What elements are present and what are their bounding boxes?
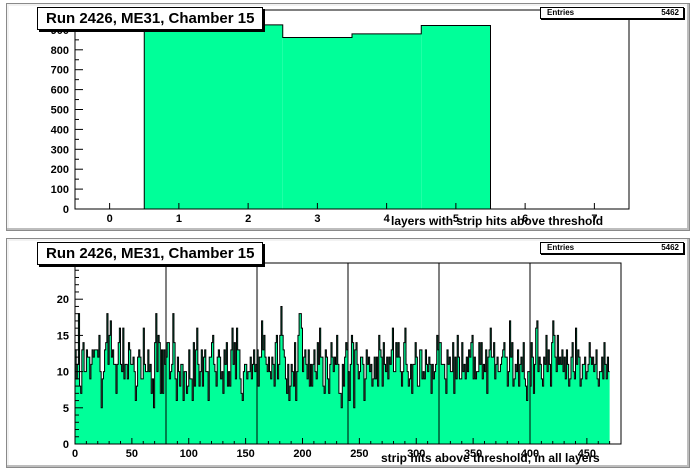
chart-title: Run 2426, ME31, Chamber 15 <box>37 242 264 265</box>
x-tick-label-50: 50 <box>126 448 138 460</box>
x-tick-label-350: 350 <box>464 448 482 460</box>
x-axis-label: layers with strip hits above threshold <box>391 214 604 228</box>
y-tick-label-700: 700 <box>51 65 69 77</box>
x-tick-label-400: 400 <box>521 448 539 460</box>
bar-layer-1 <box>144 22 214 210</box>
x-tick-label-300: 300 <box>407 448 425 460</box>
x-tick-label-6: 6 <box>522 213 528 225</box>
x-tick-label-100: 100 <box>180 448 198 460</box>
y-tick-label-400: 400 <box>51 124 69 136</box>
stats-box: Entries 5462 <box>540 7 684 19</box>
stats-entries-value: 5462 <box>661 243 679 252</box>
x-tick-label-250: 250 <box>350 448 368 460</box>
y-tick-label-0: 0 <box>63 439 69 451</box>
y-tick-label-15: 15 <box>57 330 69 342</box>
x-tick-label-1: 1 <box>176 213 182 225</box>
chart-panel-strips: 0510152025050100150200250300350400450 Ru… <box>6 238 690 468</box>
bar-layer-4 <box>352 33 422 209</box>
histogram-outline <box>74 305 610 444</box>
x-tick-label-0: 0 <box>107 213 113 225</box>
x-tick-label-450: 450 <box>578 448 596 460</box>
stats-entries-label: Entries <box>547 243 575 252</box>
strips-histogram-plot: 0510152025050100150200250300350400450 <box>57 258 622 460</box>
x-tick-label-7: 7 <box>591 213 597 225</box>
stats-entries-value: 5462 <box>661 8 679 17</box>
y-tick-label-5: 5 <box>63 403 69 415</box>
x-tick-label-4: 4 <box>384 213 391 225</box>
y-tick-label-200: 200 <box>51 164 69 176</box>
x-tick-label-2: 2 <box>245 213 251 225</box>
y-tick-label-0: 0 <box>63 204 69 216</box>
x-tick-label-200: 200 <box>293 448 311 460</box>
x-axis-label: strip hits above threshold, in all layer… <box>381 451 600 465</box>
x-tick-label-5: 5 <box>453 213 459 225</box>
y-tick-label-10: 10 <box>57 367 69 379</box>
bar-layer-5 <box>421 25 491 209</box>
y-tick-label-100: 100 <box>51 184 69 196</box>
y-tick-label-500: 500 <box>51 105 69 117</box>
x-tick-label-0: 0 <box>72 448 78 460</box>
chart-panel-layers: 0 100 200 300 400 500 600 700 800 900 0 1 2 3 4 5 6 7 Run… <box>6 3 690 231</box>
chart-title: Run 2426, ME31, Chamber 15 <box>37 7 264 30</box>
bar-layer-3 <box>282 37 352 209</box>
x-tick-label-150: 150 <box>236 448 254 460</box>
stats-box: Entries 5462 <box>540 242 684 254</box>
stats-entries-label: Entries <box>547 8 575 17</box>
y-tick-label-20: 20 <box>57 294 69 306</box>
bar-layer-2 <box>213 24 283 209</box>
y-tick-label-600: 600 <box>51 85 69 97</box>
y-tick-label-300: 300 <box>51 144 69 156</box>
y-tick-label-800: 800 <box>51 45 69 57</box>
x-tick-label-3: 3 <box>314 213 320 225</box>
